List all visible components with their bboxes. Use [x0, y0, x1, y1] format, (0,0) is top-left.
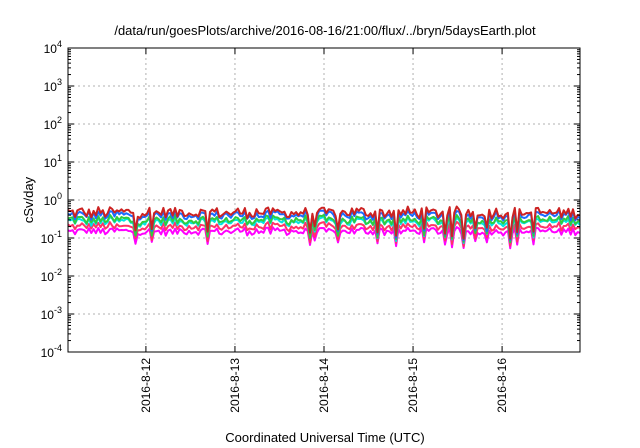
y-tick-labels: 104 103 102 101 100 10-1 10-2 10-3 10-4	[41, 39, 62, 360]
x-tick-label: 2016-8-12	[139, 358, 153, 413]
grid-lines	[68, 48, 580, 352]
y-tick-label: 10-2	[41, 267, 62, 284]
y-tick-label: 10-1	[41, 229, 62, 246]
y-tick-label: 10-3	[41, 305, 62, 322]
x-tick-label: 2016-8-15	[406, 358, 420, 413]
chart-title: /data/run/goesPlots/archive/2016-08-16/2…	[114, 23, 536, 38]
x-axis-label: Coordinated Universal Time (UTC)	[225, 430, 424, 445]
x-tick-labels: 2016-8-12 2016-8-13 2016-8-14 2016-8-15 2016…	[139, 358, 509, 413]
y-tick-label: 101	[44, 153, 62, 170]
y-tick-label: 100	[44, 191, 62, 208]
y-axis-label: cSv/day	[21, 176, 36, 223]
series-lines	[67, 205, 581, 250]
y-tick-label: 102	[44, 115, 62, 132]
x-tick-label: 2016-8-16	[495, 358, 509, 413]
y-tick-label: 10-4	[41, 343, 62, 360]
x-tick-label: 2016-8-14	[317, 358, 331, 413]
series-line	[67, 205, 581, 240]
x-tick-label: 2016-8-13	[228, 358, 242, 413]
y-tick-label: 104	[44, 39, 62, 56]
y-tick-label: 103	[44, 77, 62, 94]
axis-ticks	[68, 47, 580, 353]
